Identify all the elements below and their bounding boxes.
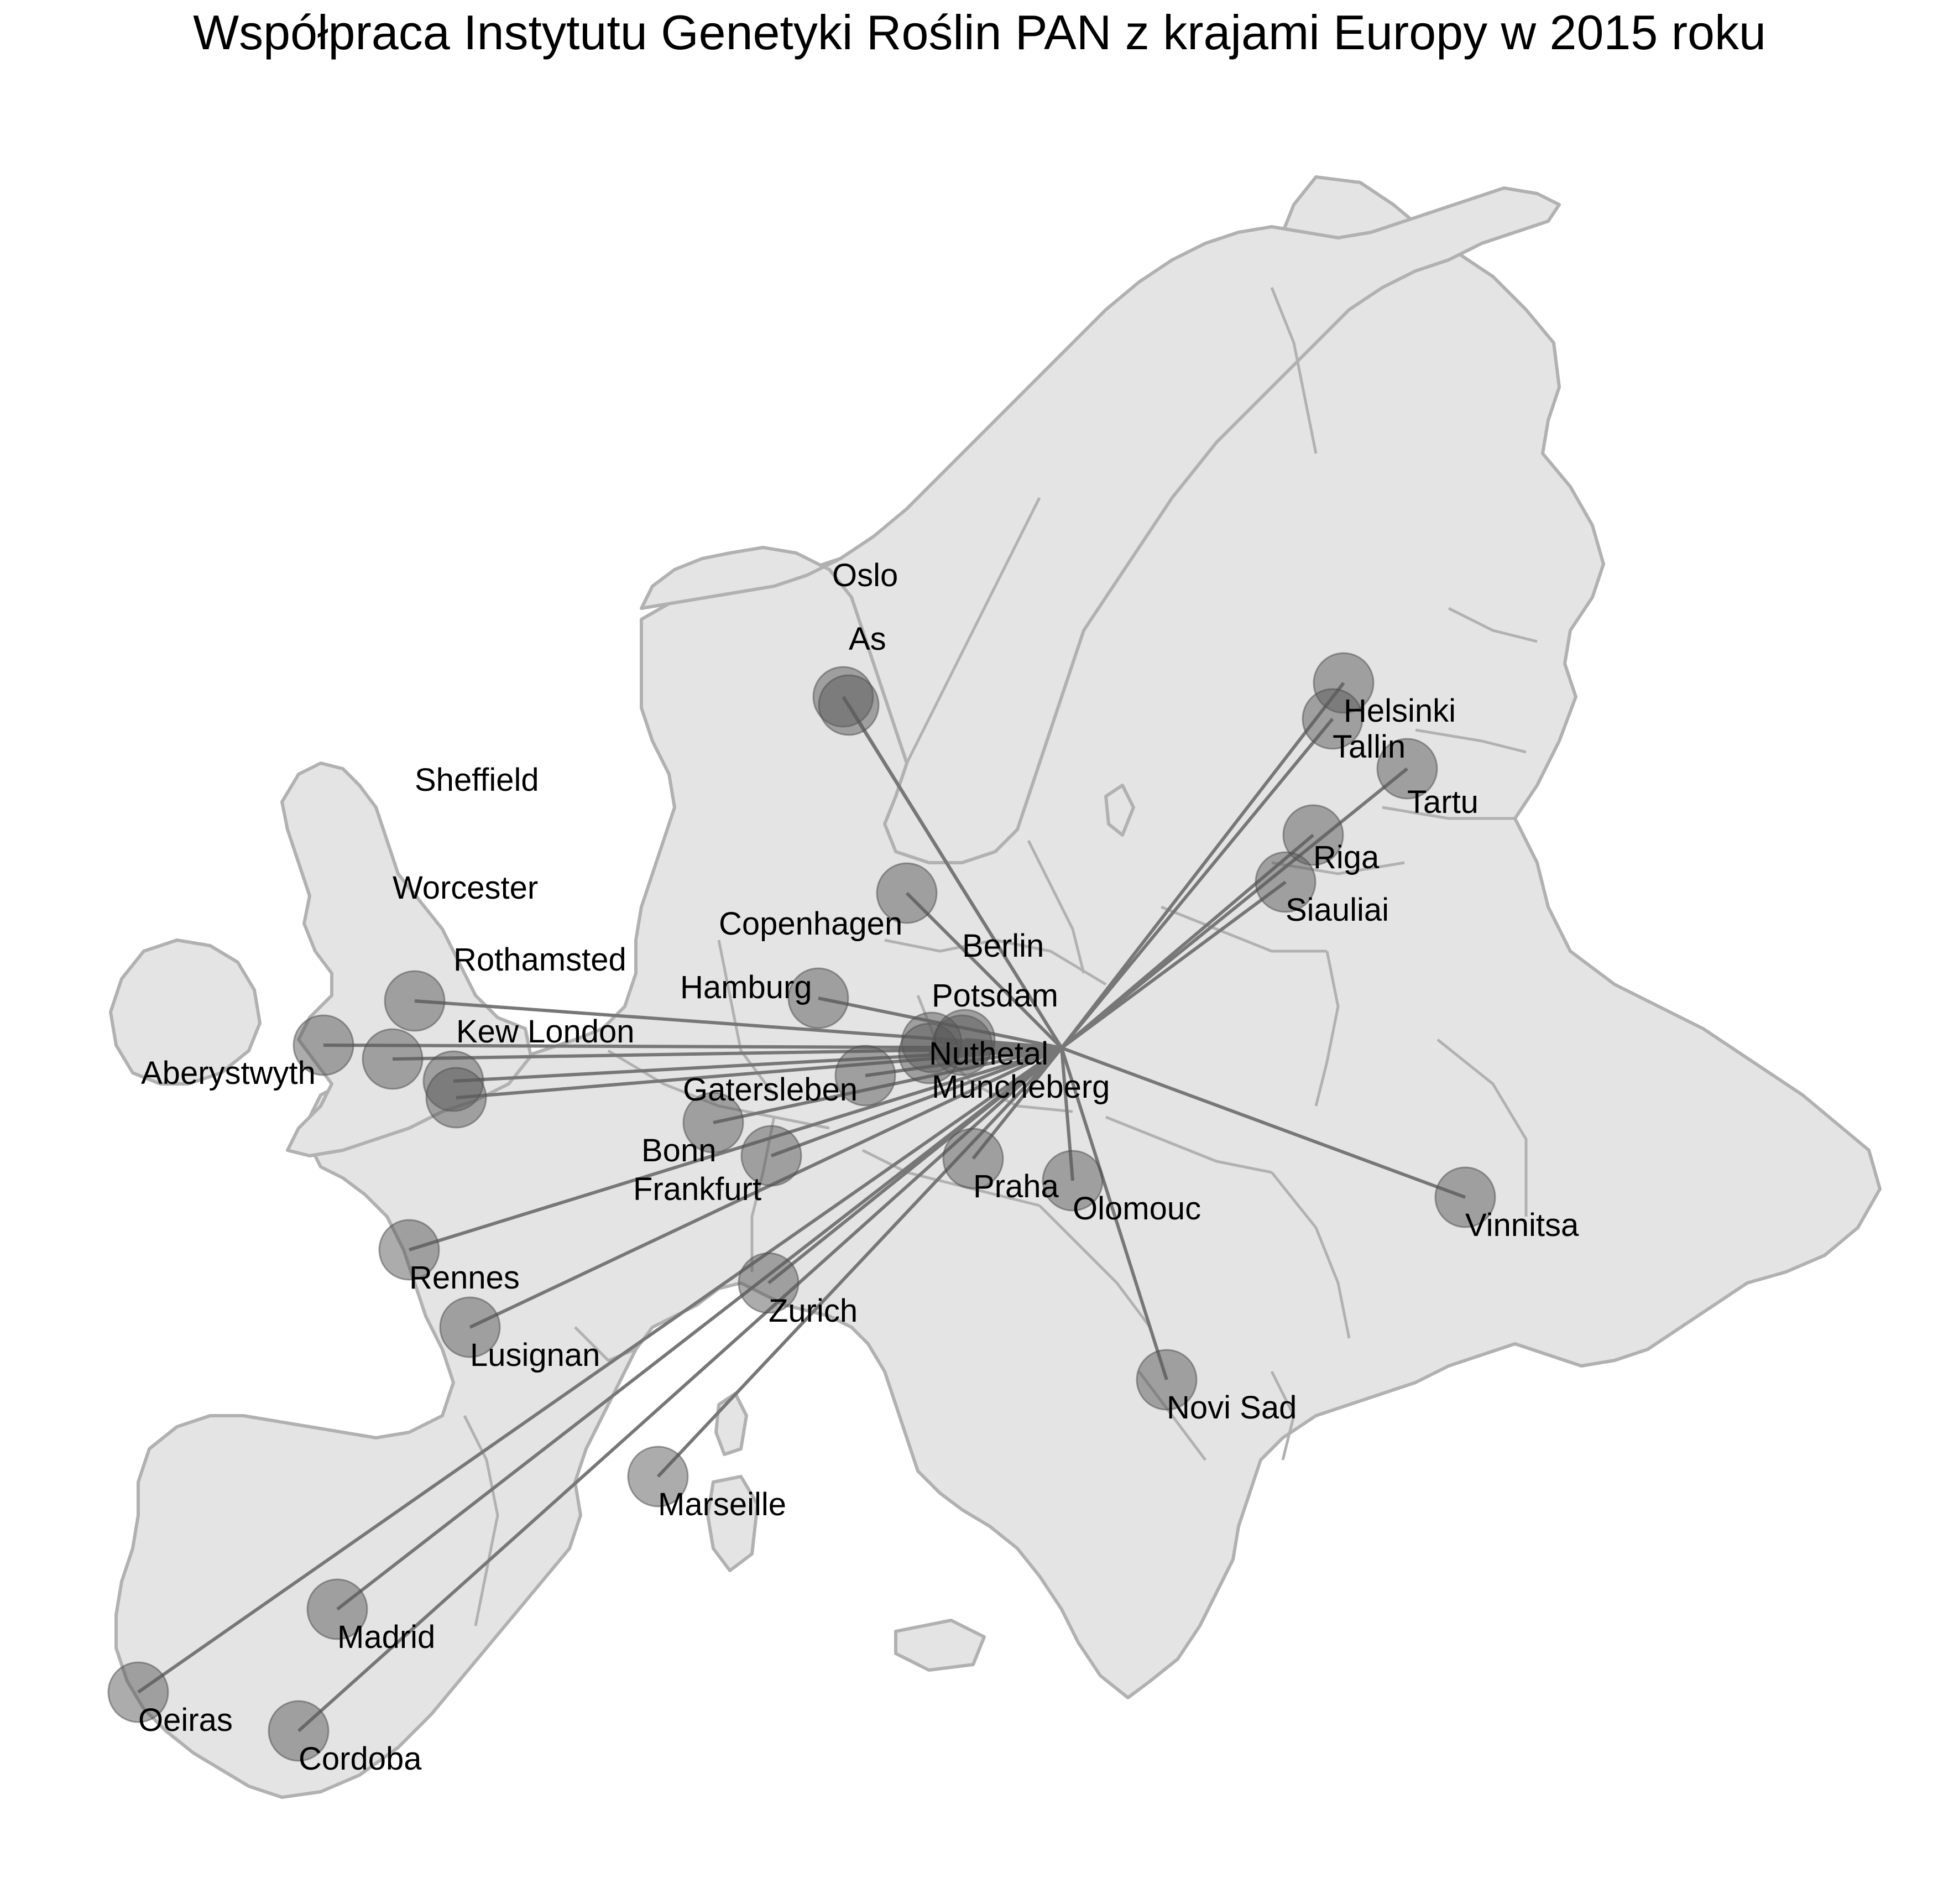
- city-marker-as[interactable]: [818, 674, 880, 736]
- sicily-landmass: [894, 1619, 986, 1672]
- city-marker-tartu[interactable]: [1376, 738, 1438, 800]
- city-label-marseille: Marseille: [658, 1486, 786, 1522]
- city-marker-muncheberg[interactable]: [934, 1009, 996, 1071]
- city-label-bonn: Bonn: [641, 1133, 716, 1169]
- city-label-tallin: Tallin: [1333, 729, 1406, 765]
- link-tartu: [1061, 767, 1408, 1050]
- city-label-aberystwyth: Aberystwyth: [141, 1055, 316, 1091]
- ireland-landmass: [109, 938, 262, 1086]
- city-marker-vinnitsa[interactable]: [1434, 1166, 1496, 1228]
- city-markers: [107, 652, 1496, 1762]
- link-vinnitsa: [1061, 1046, 1466, 1199]
- city-marker-madrid[interactable]: [306, 1578, 368, 1640]
- city-marker-tallin[interactable]: [1302, 688, 1364, 750]
- link-rennes: [409, 1046, 1062, 1251]
- city-marker-worcester[interactable]: [362, 1028, 424, 1090]
- link-copenhagen: [905, 891, 1063, 1050]
- link-lusignan: [469, 1046, 1063, 1329]
- city-label-riga: Riga: [1313, 839, 1380, 875]
- city-label-nuthetal: Nuthetal: [929, 1036, 1048, 1072]
- city-label-gatersleben: Gatersleben: [683, 1072, 858, 1108]
- city-marker-frankfurt[interactable]: [740, 1125, 802, 1187]
- city-label-cordoba: Cordoba: [299, 1741, 422, 1777]
- city-label-potsdam: Potsdam: [932, 978, 1058, 1014]
- city-label-sheffield: Sheffield: [415, 762, 539, 798]
- city-marker-sheffield[interactable]: [384, 970, 446, 1032]
- city-marker-aberystwyth[interactable]: [292, 1014, 354, 1076]
- city-label-worcester: Worcester: [393, 870, 538, 906]
- link-novi-sad: [1060, 1047, 1168, 1380]
- city-marker-marseille[interactable]: [627, 1446, 689, 1507]
- city-label-madrid: Madrid: [337, 1619, 435, 1655]
- city-label-oeiras: Oeiras: [138, 1702, 233, 1738]
- landmass: [109, 175, 1882, 1799]
- baltic-island: [1104, 784, 1135, 837]
- city-label-vinnitsa: Vinnitsa: [1465, 1207, 1579, 1243]
- city-label-siauliai: Siauliai: [1286, 892, 1389, 928]
- city-label-zurich: Zurich: [769, 1293, 858, 1329]
- city-marker-praha[interactable]: [942, 1128, 1004, 1190]
- city-label-kew-london: Kew London: [456, 1014, 634, 1050]
- link-as: [847, 704, 1063, 1049]
- city-label-berlin: Berlin: [962, 928, 1044, 964]
- city-label-helsinki: Helsinki: [1344, 693, 1456, 729]
- city-marker-kew-london[interactable]: [425, 1067, 487, 1129]
- city-label-frankfurt: Frankfurt: [633, 1171, 761, 1207]
- city-marker-copenhagen[interactable]: [876, 862, 938, 924]
- sardinia-landmass: [706, 1475, 759, 1572]
- link-siauliai: [1061, 880, 1287, 1050]
- city-marker-lusignan[interactable]: [439, 1296, 501, 1358]
- link-madrid: [336, 1046, 1063, 1611]
- map-title: Współpraca Instytutu Genetyki Roślin PAN…: [193, 5, 1766, 60]
- link-tallin: [1060, 718, 1334, 1049]
- link-frankfurt: [770, 1046, 1063, 1157]
- link-helsinki: [1060, 682, 1345, 1049]
- scandinavia-landmass: [640, 186, 1561, 864]
- city-marker-rennes[interactable]: [378, 1219, 440, 1281]
- link-cordoba: [297, 1046, 1063, 1733]
- city-marker-bonn[interactable]: [682, 1092, 744, 1154]
- city-label-copenhagen: Copenhagen: [719, 906, 902, 942]
- corsica-landmass: [714, 1392, 748, 1456]
- city-marker-olomouc[interactable]: [1042, 1150, 1104, 1212]
- city-marker-gatersleben[interactable]: [834, 1045, 896, 1107]
- city-label-praha: Praha: [973, 1169, 1059, 1204]
- city-marker-zurich[interactable]: [738, 1252, 800, 1314]
- city-label-novi-sad: Novi Sad: [1167, 1390, 1297, 1426]
- city-marker-hamburg[interactable]: [787, 967, 849, 1029]
- city-label-rennes: Rennes: [409, 1260, 520, 1296]
- city-label-rothamsted: Rothamsted: [453, 942, 626, 978]
- city-marker-oeiras[interactable]: [107, 1661, 169, 1723]
- city-marker-siauliai[interactable]: [1255, 851, 1317, 913]
- city-marker-riga[interactable]: [1282, 804, 1344, 866]
- city-label-hamburg: Hamburg: [680, 969, 812, 1005]
- city-marker-novi-sad[interactable]: [1136, 1349, 1198, 1411]
- city-label-oslo: Oslo: [832, 557, 898, 593]
- city-label-lusignan: Lusignan: [470, 1337, 600, 1373]
- city-label-tartu: Tartu: [1407, 784, 1479, 820]
- link-marseille: [656, 1046, 1063, 1478]
- city-label-muncheberg: Muncheberg: [932, 1069, 1110, 1105]
- city-marker-cordoba[interactable]: [268, 1700, 330, 1762]
- link-oeiras: [137, 1046, 1063, 1694]
- city-label-as: As: [849, 621, 886, 657]
- city-label-olomouc: Olomouc: [1073, 1191, 1201, 1227]
